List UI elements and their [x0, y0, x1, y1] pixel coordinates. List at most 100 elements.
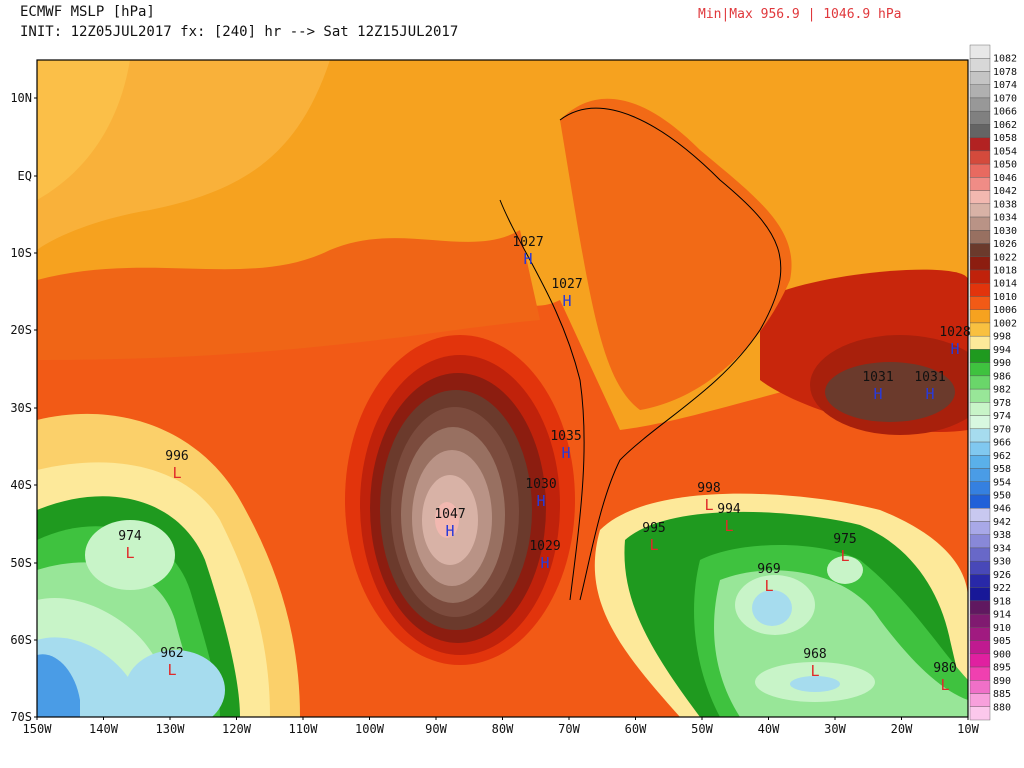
center-letter: L [125, 544, 134, 562]
colorbar-label: 1014 [993, 279, 1017, 290]
init-line: INIT: 12Z05JUL2017 fx: [240] hr --> Sat … [20, 24, 458, 40]
center-value: 980 [933, 661, 956, 676]
center-value: 1031 [914, 370, 945, 385]
center-value: 1035 [550, 429, 581, 444]
colorbar-box [969, 706, 991, 721]
center-letter: L [764, 577, 773, 595]
colorbar-label: 954 [993, 477, 1011, 488]
lon-label: 70W [558, 722, 580, 736]
colorbar-box [969, 402, 991, 416]
center-letter: L [167, 661, 176, 679]
colorbar-label: 990 [993, 358, 1011, 369]
colorbar-box [969, 455, 991, 469]
colorbar-box [969, 600, 991, 615]
colorbar-box [969, 243, 991, 257]
center-value: 996 [165, 449, 188, 464]
colorbar-label: 885 [993, 689, 1011, 700]
colorbar-box [969, 627, 991, 641]
colorbar-box [969, 494, 991, 509]
colorbar-box [969, 693, 991, 707]
lat-label: 10S [10, 246, 32, 260]
colorbar-label: 974 [993, 411, 1011, 422]
colorbar-label: 978 [993, 398, 1011, 409]
center-value: 962 [160, 646, 183, 661]
colorbar-box [969, 58, 991, 72]
lat-label: 50S [10, 556, 32, 570]
lon-label: 150W [23, 722, 53, 736]
colorbar-box [969, 124, 991, 138]
colorbar-box [969, 230, 991, 244]
center-value: 968 [803, 647, 826, 662]
colorbar-label: 1022 [993, 252, 1017, 263]
pressure-field [37, 60, 968, 717]
center-letter: H [925, 385, 934, 403]
colorbar-label: 1042 [993, 186, 1017, 197]
colorbar-label: 998 [993, 332, 1011, 343]
title: ECMWF MSLP [hPa] [20, 4, 155, 20]
colorbar-box [969, 362, 991, 377]
colorbar-box [969, 613, 991, 628]
center-value: 1027 [551, 277, 582, 292]
lat-label: 60S [10, 633, 32, 647]
colorbar-label: 1066 [993, 107, 1017, 118]
lon-label: 20W [891, 722, 913, 736]
colorbar-label: 1046 [993, 173, 1017, 184]
center-value: 975 [833, 532, 856, 547]
colorbar-box [969, 296, 991, 310]
colorbar-label: 962 [993, 451, 1011, 462]
center-letter: L [172, 464, 181, 482]
lat-label: 30S [10, 401, 32, 415]
center-value: 998 [697, 481, 720, 496]
center-letter: H [950, 340, 959, 358]
colorbar-box [969, 415, 991, 430]
colorbar-label: 1006 [993, 305, 1017, 316]
colorbar-label: 910 [993, 623, 1011, 634]
colorbar-label: 1078 [993, 67, 1017, 78]
colorbar-box [969, 190, 991, 205]
colorbar-box [969, 428, 991, 443]
colorbar-label: 1026 [993, 239, 1017, 250]
colorbar-label: 950 [993, 491, 1011, 502]
colorbar-box [969, 163, 991, 178]
colorbar-box [969, 44, 991, 59]
colorbar-box [969, 441, 991, 456]
colorbar-box [969, 309, 991, 324]
colorbar-box [969, 388, 991, 403]
colorbar-box [969, 666, 991, 681]
colorbar-box [969, 335, 991, 350]
colorbar-label: 1030 [993, 226, 1017, 237]
lat-label: 70S [10, 710, 32, 724]
colorbar-label: 926 [993, 570, 1011, 581]
center-value: 1031 [862, 370, 893, 385]
center-letter: H [561, 444, 570, 462]
lon-label: 140W [89, 722, 119, 736]
center-letter: H [445, 522, 454, 540]
center-letter: L [649, 536, 658, 554]
colorbar-box [969, 560, 991, 575]
center-letter: L [810, 662, 819, 680]
lat-label: 40S [10, 478, 32, 492]
colorbar-label: 905 [993, 636, 1011, 647]
colorbar-label: 1058 [993, 133, 1017, 144]
colorbar-label: 958 [993, 464, 1011, 475]
colorbar-label: 1054 [993, 146, 1017, 157]
center-letter: L [724, 517, 733, 535]
colorbar-label: 930 [993, 557, 1011, 568]
lon-label: 100W [355, 722, 385, 736]
colorbar-box [969, 534, 991, 549]
center-letter: H [523, 250, 532, 268]
colorbar-label: 1038 [993, 199, 1017, 210]
colorbar-box [969, 177, 991, 191]
colorbar-box [969, 547, 991, 562]
colorbar-label: 946 [993, 504, 1011, 515]
lat-label: 10N [10, 91, 32, 105]
lon-label: 110W [289, 722, 319, 736]
colorbar-box [969, 349, 991, 363]
colorbar-label: 966 [993, 438, 1011, 449]
colorbar-box [969, 521, 991, 535]
center-letter: H [562, 292, 571, 310]
center-letter: H [873, 385, 882, 403]
lon-label: 90W [425, 722, 447, 736]
colorbar-label: 1018 [993, 266, 1017, 277]
